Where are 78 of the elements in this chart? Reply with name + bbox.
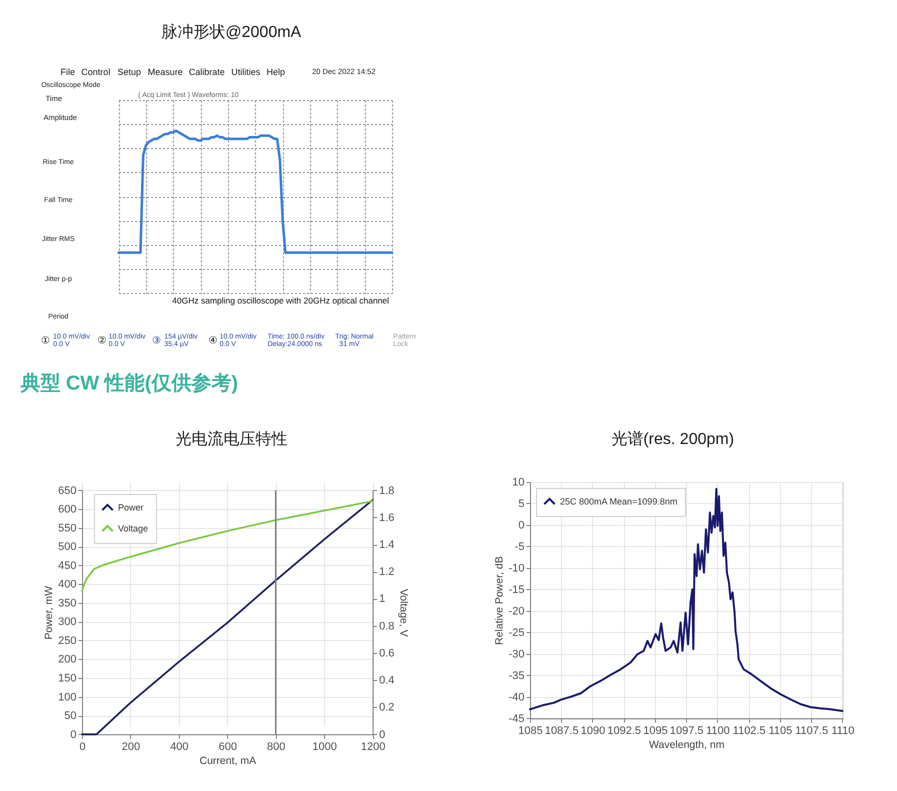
x-tick-label: 1107.5 (795, 724, 828, 737)
y-axis-title: Power, mW (43, 586, 56, 640)
y-tick-label: 150 (58, 672, 76, 684)
y-tick-label: 5 (518, 498, 524, 510)
x-tick-label: 1200 (360, 740, 386, 753)
text: Measure (148, 67, 183, 77)
y2-tick-label: 1.8 (379, 484, 394, 497)
chart-title: 脉冲形状@2000mA (161, 23, 302, 41)
x-tick-label: 1095 (643, 724, 668, 737)
y-tick-label: 400 (58, 578, 76, 591)
x-axis-title: Wavelength, nm (648, 738, 725, 751)
chart-title: 光电流电压特性 (175, 430, 288, 448)
x-tick-label: 600 (218, 740, 237, 753)
text: ② (98, 336, 106, 346)
chart-title: 光谱(res. 200pm) (611, 430, 734, 448)
text: 典型 CW 性能(仅供参考) (19, 372, 238, 395)
y-tick-label: -25 (508, 626, 524, 639)
text: Calibrate (188, 67, 225, 77)
y-tick-label: 250 (58, 634, 76, 647)
text: Utilities (231, 67, 261, 77)
text: Setup (118, 67, 142, 77)
y-tick-label: 600 (58, 504, 76, 516)
x-tick-label: 1092.5 (607, 724, 642, 737)
y-tick-label: -45 (508, 712, 524, 725)
x-tick-label: 0 (79, 740, 86, 753)
text: 40GHz sampling oscilloscope with 20GHz optical channel (172, 296, 390, 306)
x-tick-label: 1090 (580, 724, 606, 737)
legend-label: 25C 800mA Mean=1099.8nm (560, 496, 678, 506)
y-tick-label: -15 (508, 584, 524, 596)
y-tick-label: 50 (64, 710, 76, 722)
y2-tick-label: 1.4 (379, 539, 394, 552)
y2-tick-label: 0.6 (379, 647, 394, 660)
y-tick-label: 500 (58, 541, 76, 554)
x-tick-label: 1097.5 (670, 724, 704, 737)
y-tick-label: 200 (58, 654, 76, 666)
y2-tick-label: 1 (379, 593, 386, 606)
y-tick-label: 100 (58, 691, 76, 704)
line-series (529, 488, 844, 712)
y2-tick-label: 1.2 (379, 566, 394, 578)
x-tick-label: 1110 (831, 724, 854, 737)
x-tick-label: 400 (170, 740, 189, 753)
legend-label: Power (118, 502, 144, 512)
y-tick-label: 350 (58, 597, 76, 610)
y-tick-label: -40 (508, 691, 524, 704)
text: File (60, 67, 76, 77)
y-tick-label: 550 (58, 522, 76, 534)
y-tick-label: -35 (508, 670, 524, 682)
x-axis-title: Current, mA (199, 754, 256, 767)
y2-tick-label: 0.2 (379, 702, 394, 714)
y-tick-label: -20 (508, 605, 524, 618)
x-tick-label: 1000 (312, 740, 337, 753)
y2-tick-label: 0.8 (379, 620, 394, 632)
x-tick-label: 1087.5 (544, 724, 579, 737)
x-tick-label: 1105 (768, 724, 792, 737)
text: Help (266, 67, 286, 77)
y-tick-label: -30 (508, 648, 524, 660)
text: ③ (152, 336, 161, 346)
text: Control (81, 67, 110, 77)
y-tick-label: 450 (58, 560, 76, 572)
y-tick-label: 650 (58, 484, 76, 497)
y-tick-label: 0 (518, 519, 524, 532)
y-tick-label: 10 (512, 476, 524, 488)
x-tick-label: 800 (267, 740, 286, 753)
y2-tick-label: 0.4 (379, 674, 394, 687)
y-axis-title: Relative Power, dB (494, 556, 506, 646)
text: ① (40, 336, 50, 346)
x-tick-label: 1100 (706, 724, 730, 737)
text: ④ (208, 336, 218, 346)
line-series (81, 500, 374, 592)
y2-axis-title: Voltage, V (397, 588, 410, 637)
legend-label: Voltage (118, 524, 148, 534)
x-tick-label: 1102.5 (732, 724, 766, 737)
x-tick-label: 200 (122, 740, 140, 753)
y-tick-label: -5 (514, 540, 524, 553)
y-tick-label: -10 (508, 562, 524, 574)
x-tick-label: 1085 (518, 724, 543, 737)
y2-tick-label: 1.6 (379, 512, 394, 524)
y-tick-label: 300 (58, 616, 76, 628)
